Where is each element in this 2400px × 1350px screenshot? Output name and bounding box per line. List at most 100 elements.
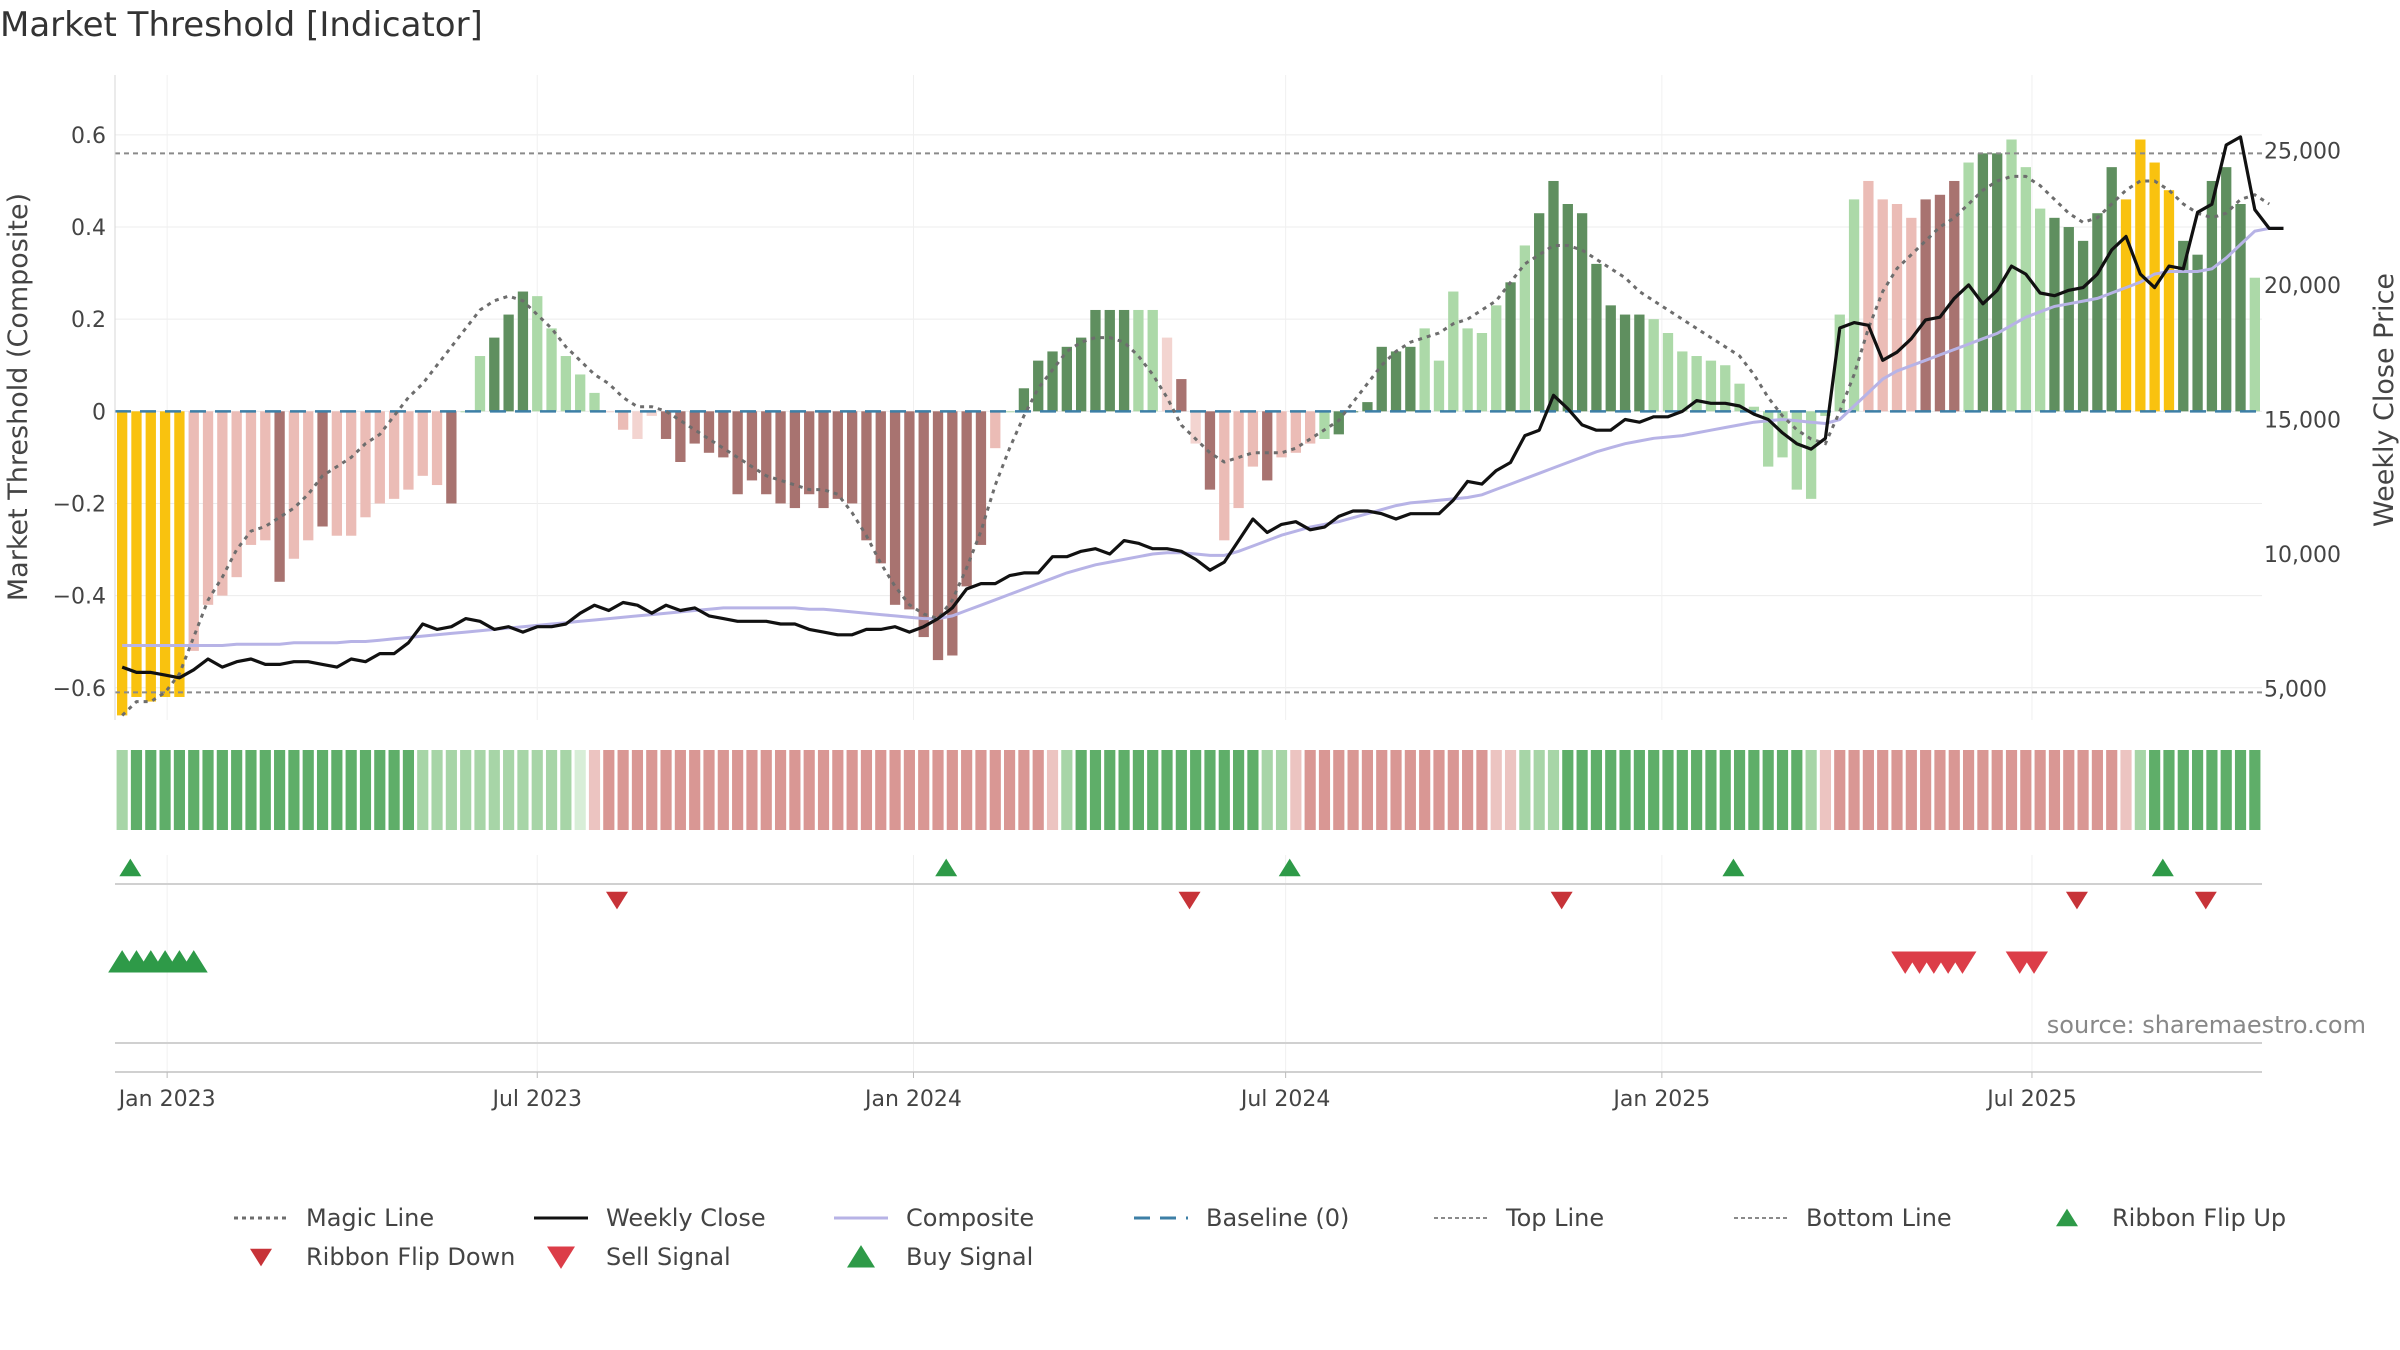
ribbon-cell [1676,750,1688,830]
ribbon-cell [646,750,658,830]
ribbon-cell [1605,750,1617,830]
ribbon-cell [789,750,801,830]
ribbon-cell [617,750,629,830]
composite-bar [1863,180,1874,412]
composite-bar [145,411,156,702]
composite-bar [703,411,715,453]
ribbon-cell [1247,750,1259,830]
composite-bar [789,411,801,509]
legend-label: Ribbon Flip Up [2112,1204,2286,1232]
ribbon-cell [2134,750,2146,830]
composite-bar [1133,309,1144,412]
legend-item: Composite [834,1204,1034,1232]
ribbon-cell [1719,750,1731,830]
composite-bar [374,411,385,504]
y-right-tick-label: 5,000 [2264,678,2327,703]
ribbon-cell [130,750,143,830]
ribbon-cell [359,750,372,830]
composite-bar [1763,411,1774,467]
ribbon-cell [1333,750,1345,830]
ribbon-cell [1132,750,1144,830]
ribbon-cell [331,750,343,830]
ribbon-cell [918,750,930,830]
composite-bar [889,411,901,605]
ribbon-cell [2048,750,2061,830]
ribbon-cell [531,750,543,830]
legend-label: Bottom Line [1806,1204,1952,1232]
legend-item: Top Line [1434,1204,1604,1232]
ribbon-cell [860,750,873,830]
ribbon-cell [431,750,443,830]
legend-triangle-up-icon [2056,1208,2078,1227]
composite-bar [1219,411,1230,541]
ribbon-cell [388,750,400,830]
composite-bar [1662,333,1674,412]
composite-bar [646,411,657,416]
ribbon-cell [1920,750,1932,830]
composite-bar [761,411,772,495]
ribbon-cell [689,750,701,830]
y-right-tick-label: 25,000 [2264,139,2341,164]
legend-label: Top Line [1505,1204,1604,1232]
ribbon-cell [1891,750,1903,830]
legend: Magic Line Weekly Close Composite Baseline … [234,1204,2286,1271]
composite-bar [775,411,786,504]
composite-bar [1462,328,1473,412]
composite-bar [660,411,672,439]
ribbon-cell [2220,750,2232,830]
y-left-tick-label: −0.6 [53,677,106,702]
ribbon-cell [1376,750,1388,830]
composite-bar [1033,360,1044,412]
ribbon-cell [1404,750,1416,830]
ribbon-cell [316,750,329,830]
ribbon-cell [1118,750,1130,830]
ribbon-cell [1848,750,1860,830]
ribbon-cell [1862,750,1874,830]
composite-bar [975,411,987,545]
composite-bar [603,411,614,413]
composite-bar [417,411,428,476]
ribbon-flip-up-marker [935,858,958,877]
legend-label: Magic Line [306,1204,434,1232]
composite-line [122,226,2284,647]
composite-bar [174,411,185,697]
composite-bar [1104,309,1115,412]
composite-bar [1004,411,1015,413]
legend-triangle-down-icon [547,1246,575,1269]
y-right-tick-label: 20,000 [2264,274,2341,299]
legend-item: Ribbon Flip Down [250,1243,515,1271]
buy-signal-marker [179,950,208,973]
legend-item: Baseline (0) [1134,1204,1349,1232]
legend-label: Composite [906,1204,1034,1232]
ribbon-cell [1104,750,1116,830]
composite-bar [1834,314,1845,412]
ribbon-cell [1318,750,1331,830]
ribbon-cell [560,750,572,830]
ribbon-cell [2249,750,2261,830]
ribbon-cell [503,750,515,830]
composite-bar [1362,402,1373,412]
ribbon-cell [832,750,844,830]
composite-bar [159,411,171,697]
ribbon-cell [875,750,887,830]
x-tick-label: Jul 2025 [1985,1087,2077,1112]
composite-bar [1147,309,1158,412]
composite-bar [1047,351,1058,412]
ribbon-cell [1819,750,1832,830]
ribbon-cell [2063,750,2075,830]
ribbon-cell [588,750,601,830]
ribbon-cell [932,750,944,830]
ribbon-cell [188,750,200,830]
composite-bar [1605,305,1616,412]
composite-bar [446,411,457,504]
ribbon-cell [1161,750,1173,830]
composite-bar [274,411,285,582]
ribbon-cell [445,750,457,830]
ribbon-cell [961,750,973,830]
ribbon-cell [2005,750,2018,830]
composite-bar [2178,240,2189,412]
ribbon-cell [1218,750,1230,830]
y-right-axis-title: Weekly Close Price [2369,273,2400,527]
ribbon-cell [2106,750,2118,830]
ribbon-cell [1018,750,1030,830]
